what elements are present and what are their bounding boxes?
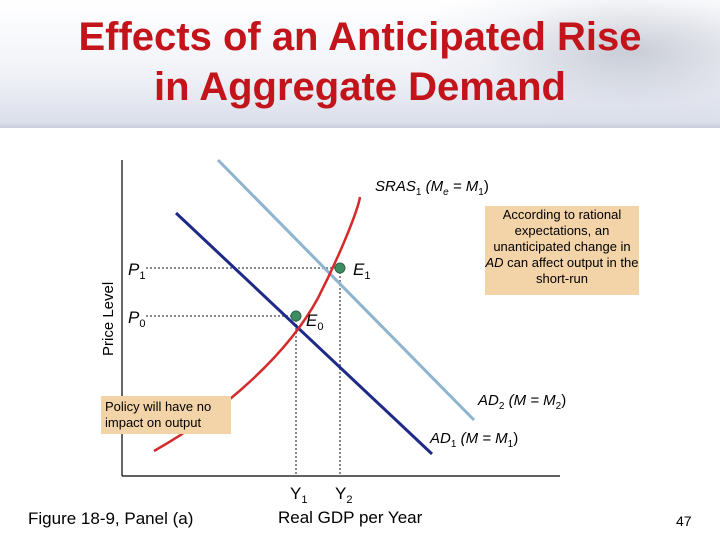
x-tick-y2: Y2 (335, 484, 352, 506)
ad1-curve (174, 211, 434, 456)
ad2-curve (216, 158, 476, 422)
x-tick-y1: Y1 (290, 484, 307, 506)
banner-photo-fade (420, 0, 720, 128)
slide-title: Effects of an Anticipated Rise in Aggreg… (40, 12, 680, 112)
point-e1 (334, 262, 346, 274)
y-tick-p0: P0 (128, 308, 145, 330)
slide-title-line-2: in Aggregate Demand (154, 65, 566, 109)
rational-text-post: can affect output in the short-run (503, 255, 639, 286)
y-tick-p1: P1 (128, 260, 145, 282)
ad2-label: AD2 (M = M2) (477, 392, 566, 412)
point-label-e1: E1 (353, 260, 370, 282)
point-e0 (290, 310, 302, 322)
sras1-label: SRAS1 (Me = M1) (375, 178, 489, 198)
x-axis-label: Real GDP per Year (278, 508, 423, 527)
policy-callout: Policy will have no impact on output (101, 396, 231, 434)
banner-bottom-edge (0, 122, 720, 128)
point-label-e0: E0 (306, 311, 323, 333)
y-axis-label: Price Level (100, 282, 117, 356)
slide-title-line-1: Effects of an Anticipated Rise (78, 15, 642, 59)
page-number: 47 (676, 513, 692, 529)
rational-text-ad: AD (485, 255, 504, 270)
rational-expectations-callout: According to rational expectations, an u… (485, 206, 639, 295)
title-banner (0, 0, 720, 128)
rational-text-pre: According to rational expectations, an u… (493, 207, 631, 254)
ad1-label: AD1 (M = M1) (429, 430, 518, 450)
figure-caption: Figure 18-9, Panel (a) (28, 509, 194, 528)
